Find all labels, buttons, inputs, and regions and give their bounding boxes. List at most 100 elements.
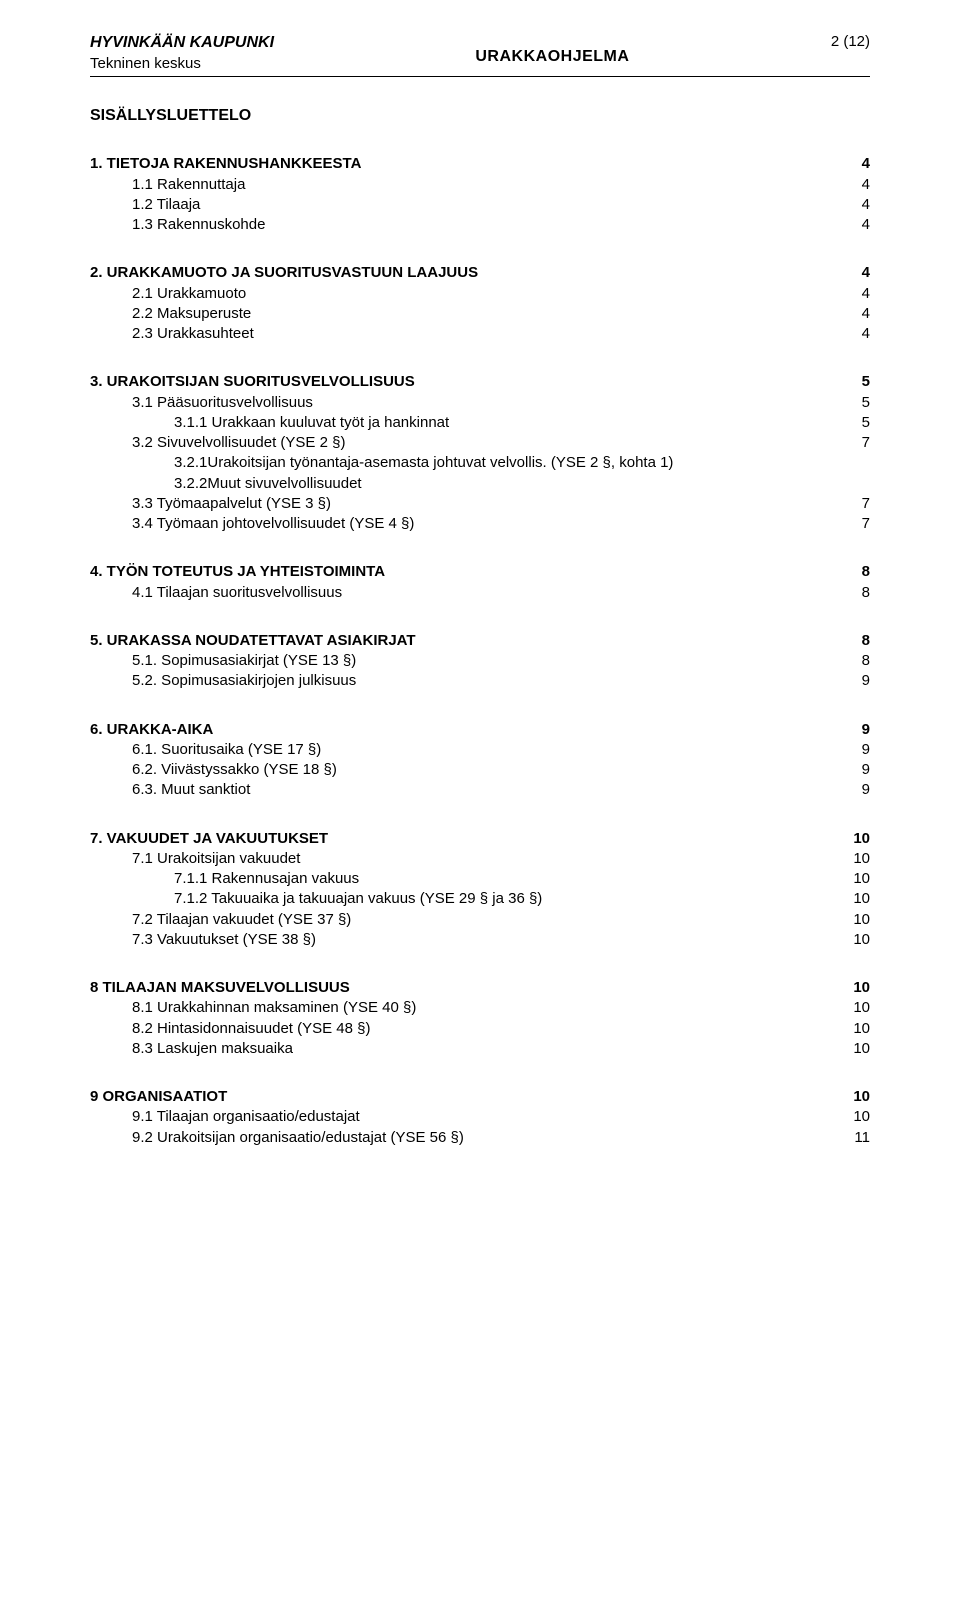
toc-label: 3.1.1 Urakkaan kuuluvat työt ja hankinna… — [174, 413, 830, 433]
toc-page: 10 — [830, 978, 870, 998]
toc-label: 3. URAKOITSIJAN SUORITUSVELVOLLISUUS — [90, 372, 830, 392]
toc-page: 7 — [830, 494, 870, 514]
toc-page: 5 — [830, 372, 870, 392]
toc-page: 4 — [830, 263, 870, 283]
toc-label: 5.1. Sopimusasiakirjat (YSE 13 §) — [132, 651, 830, 671]
toc-label: 1.1 Rakennuttaja — [132, 175, 830, 195]
toc-item: 6.2. Viivästyssakko (YSE 18 §) 9 — [90, 760, 870, 780]
toc-label: 1.2 Tilaaja — [132, 195, 830, 215]
toc-page: 9 — [830, 720, 870, 740]
toc-page: 10 — [830, 930, 870, 950]
toc-item: 5.2. Sopimusasiakirjojen julkisuus 9 — [90, 671, 870, 691]
page-header: HYVINKÄÄN KAUPUNKI Tekninen keskus URAKK… — [90, 32, 870, 77]
toc-label: 3.4 Työmaan johtovelvollisuudet (YSE 4 §… — [132, 514, 830, 534]
header-org: HYVINKÄÄN KAUPUNKI — [90, 32, 274, 54]
toc-item: 9.2 Urakoitsijan organisaatio/edustajat … — [90, 1128, 870, 1148]
toc-page: 10 — [830, 1107, 870, 1127]
toc-item: 1.1 Rakennuttaja 4 — [90, 175, 870, 195]
toc-subitem: 7.1.2 Takuuaika ja takuuajan vakuus (YSE… — [90, 889, 870, 909]
toc-label: 8.1 Urakkahinnan maksaminen (YSE 40 §) — [132, 998, 830, 1018]
toc-heading: 7. VAKUUDET JA VAKUUTUKSET 10 — [90, 829, 870, 849]
toc-heading: 5. URAKASSA NOUDATETTAVAT ASIAKIRJAT 8 — [90, 631, 870, 651]
toc-label: 3.2.2Muut sivuvelvollisuudet — [174, 475, 362, 492]
toc-item: 2.3 Urakkasuhteet 4 — [90, 324, 870, 344]
toc-page: 10 — [830, 998, 870, 1018]
toc-page: 4 — [830, 304, 870, 324]
toc-item: 5.1. Sopimusasiakirjat (YSE 13 §) 8 — [90, 651, 870, 671]
toc-page: 10 — [830, 869, 870, 889]
toc-page: 4 — [830, 175, 870, 195]
toc-label: 6.2. Viivästyssakko (YSE 18 §) — [132, 760, 830, 780]
toc-section-4: 4. TYÖN TOTEUTUS JA YHTEISTOIMINTA 8 4.1… — [90, 562, 870, 603]
toc-page: 8 — [830, 651, 870, 671]
toc-page: 10 — [830, 889, 870, 909]
toc-page: 9 — [830, 671, 870, 691]
toc-item: 3.4 Työmaan johtovelvollisuudet (YSE 4 §… — [90, 514, 870, 534]
toc-subitem: 3.1.1 Urakkaan kuuluvat työt ja hankinna… — [90, 413, 870, 433]
toc-page: 9 — [830, 780, 870, 800]
toc-page: 4 — [830, 215, 870, 235]
toc-heading: 1. TIETOJA RAKENNUSHANKKEESTA 4 — [90, 154, 870, 174]
toc-page: 10 — [830, 1019, 870, 1039]
toc-label: 5. URAKASSA NOUDATETTAVAT ASIAKIRJAT — [90, 631, 830, 651]
toc-page: 10 — [830, 1039, 870, 1059]
toc-section-8: 8 TILAAJAN MAKSUVELVOLLISUUS 10 8.1 Urak… — [90, 978, 870, 1059]
toc-item: 1.2 Tilaaja 4 — [90, 195, 870, 215]
toc-label: 3.2 Sivuvelvollisuudet (YSE 2 §) — [132, 433, 830, 453]
toc-page: 10 — [830, 829, 870, 849]
toc-page: 10 — [830, 849, 870, 869]
toc-label: 9 ORGANISAATIOT — [90, 1087, 830, 1107]
toc-label: 2. URAKKAMUOTO JA SUORITUSVASTUUN LAAJUU… — [90, 263, 830, 283]
toc-label: 7.2 Tilaajan vakuudet (YSE 37 §) — [132, 910, 830, 930]
toc-section-7: 7. VAKUUDET JA VAKUUTUKSET 10 7.1 Urakoi… — [90, 829, 870, 951]
toc-item: 4.1 Tilaajan suoritusvelvollisuus 8 — [90, 583, 870, 603]
toc-item: 6.3. Muut sanktiot 9 — [90, 780, 870, 800]
toc-page: 8 — [830, 562, 870, 582]
toc-label: 6. URAKKA-AIKA — [90, 720, 830, 740]
toc-section-9: 9 ORGANISAATIOT 10 9.1 Tilaajan organisa… — [90, 1087, 870, 1148]
toc-page: 4 — [830, 195, 870, 215]
toc-page: 4 — [830, 324, 870, 344]
toc-item: 8.3 Laskujen maksuaika 10 — [90, 1039, 870, 1059]
toc-label: 3.3 Työmaapalvelut (YSE 3 §) — [132, 494, 830, 514]
toc-label: 4. TYÖN TOTEUTUS JA YHTEISTOIMINTA — [90, 562, 830, 582]
toc-label: 5.2. Sopimusasiakirjojen julkisuus — [132, 671, 830, 691]
toc-item: 3.3 Työmaapalvelut (YSE 3 §) 7 — [90, 494, 870, 514]
header-page-number: 2 (12) — [831, 32, 870, 52]
toc-page: 10 — [830, 910, 870, 930]
toc-heading: 9 ORGANISAATIOT 10 — [90, 1087, 870, 1107]
toc-heading: 3. URAKOITSIJAN SUORITUSVELVOLLISUUS 5 — [90, 372, 870, 392]
toc-label: 3.2.1Urakoitsijan työnantaja-asemasta jo… — [174, 454, 673, 471]
toc-label: 7.3 Vakuutukset (YSE 38 §) — [132, 930, 830, 950]
toc-item: 2.2 Maksuperuste 4 — [90, 304, 870, 324]
toc-heading: 4. TYÖN TOTEUTUS JA YHTEISTOIMINTA 8 — [90, 562, 870, 582]
toc-heading: 6. URAKKA-AIKA 9 — [90, 720, 870, 740]
toc-subitem: 7.1.1 Rakennusajan vakuus 10 — [90, 869, 870, 889]
toc-section-3: 3. URAKOITSIJAN SUORITUSVELVOLLISUUS 5 3… — [90, 372, 870, 534]
toc-page: 10 — [830, 1087, 870, 1107]
toc-item: 7.2 Tilaajan vakuudet (YSE 37 §) 10 — [90, 910, 870, 930]
header-dept: Tekninen keskus — [90, 54, 274, 74]
toc-section-1: 1. TIETOJA RAKENNUSHANKKEESTA 4 1.1 Rake… — [90, 154, 870, 235]
toc-label: 7. VAKUUDET JA VAKUUTUKSET — [90, 829, 830, 849]
toc-item: 6.1. Suoritusaika (YSE 17 §) 9 — [90, 740, 870, 760]
toc-label: 9.2 Urakoitsijan organisaatio/edustajat … — [132, 1128, 830, 1148]
toc-page: 5 — [830, 413, 870, 433]
toc-page: 9 — [830, 740, 870, 760]
toc-label: 8 TILAAJAN MAKSUVELVOLLISUUS — [90, 978, 830, 998]
toc-section-2: 2. URAKKAMUOTO JA SUORITUSVASTUUN LAAJUU… — [90, 263, 870, 344]
toc-label: 6.1. Suoritusaika (YSE 17 §) — [132, 740, 830, 760]
toc-label: 8.3 Laskujen maksuaika — [132, 1039, 830, 1059]
toc-page: 8 — [830, 583, 870, 603]
toc-label: 7.1.2 Takuuaika ja takuuajan vakuus (YSE… — [174, 889, 830, 909]
toc-page: 9 — [830, 760, 870, 780]
toc-item: 3.2 Sivuvelvollisuudet (YSE 2 §) 7 — [90, 433, 870, 453]
toc-label: 2.2 Maksuperuste — [132, 304, 830, 324]
toc-item: 8.1 Urakkahinnan maksaminen (YSE 40 §) 1… — [90, 998, 870, 1018]
toc-page: 8 — [830, 631, 870, 651]
toc-item: 8.2 Hintasidonnaisuudet (YSE 48 §) 10 — [90, 1019, 870, 1039]
toc-label: 8.2 Hintasidonnaisuudet (YSE 48 §) — [132, 1019, 830, 1039]
toc-item: 2.1 Urakkamuoto 4 — [90, 284, 870, 304]
toc-section-6: 6. URAKKA-AIKA 9 6.1. Suoritusaika (YSE … — [90, 720, 870, 801]
toc-item: 7.1 Urakoitsijan vakuudet 10 — [90, 849, 870, 869]
